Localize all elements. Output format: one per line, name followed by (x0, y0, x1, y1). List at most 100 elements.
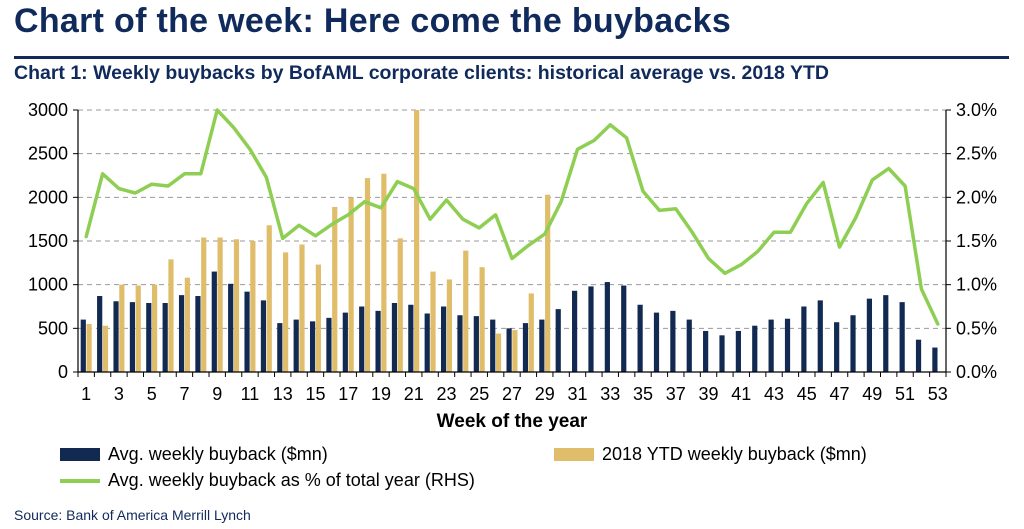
y-tick-label-left: 0 (58, 362, 68, 382)
ytd-bar (184, 277, 190, 372)
legend-item-avg: Avg. weekly buyback ($mn) (60, 444, 328, 465)
avg-bar (97, 296, 103, 372)
chart-title: Chart of the week: Here come the buyback… (14, 2, 732, 40)
y-tick-label-left: 500 (38, 318, 68, 338)
y-tick-label-right: 0.5% (956, 318, 997, 338)
x-tick-label: 3 (114, 384, 124, 404)
avg-bar (572, 290, 578, 372)
ytd-bar (479, 267, 485, 372)
title-rule (14, 56, 1009, 59)
y-tick-label-right: 3.0% (956, 100, 997, 120)
legend-swatch-avg (60, 448, 100, 461)
x-tick-label: 33 (600, 384, 620, 404)
avg-bar (391, 303, 398, 372)
ytd-bar (446, 279, 452, 372)
avg-bar (326, 317, 332, 372)
avg-bar (342, 312, 348, 372)
avg-bar (244, 291, 250, 372)
avg-bar (424, 313, 430, 372)
ytd-bar (528, 293, 534, 372)
x-tick-label: 27 (502, 384, 522, 404)
avg-bar (228, 283, 234, 372)
ytd-bar (266, 225, 272, 372)
avg-bar (670, 310, 676, 372)
x-tick-label: 45 (797, 384, 817, 404)
x-tick-label: 15 (305, 384, 325, 404)
avg-bar (260, 300, 267, 372)
avg-bar (522, 323, 529, 372)
ytd-bar (348, 197, 354, 372)
y-tick-label-left: 1000 (28, 275, 68, 295)
ytd-bar (102, 325, 109, 372)
avg-bar (817, 300, 823, 372)
legend-label-ytd: 2018 YTD weekly buyback ($mn) (602, 444, 867, 464)
x-tick-label: 1 (81, 384, 91, 404)
ytd-bar (250, 241, 256, 372)
legend-item-pct: Avg. weekly buyback as % of total year (… (60, 470, 475, 491)
x-tick-label: 53 (928, 384, 948, 404)
x-tick-label: 29 (535, 384, 555, 404)
y-tick-label-left: 3000 (28, 100, 68, 120)
x-tick-label: 37 (666, 384, 686, 404)
y-tick-label-right: 1.5% (956, 231, 997, 251)
avg-bar (457, 315, 463, 372)
avg-bar (883, 295, 889, 372)
avg-bar (440, 306, 447, 372)
avg-bar (850, 315, 856, 372)
ytd-bars (86, 110, 551, 372)
avg-bar (768, 319, 774, 372)
avg-bar (80, 319, 86, 372)
avg-bar (703, 330, 709, 372)
avg-bars (80, 271, 938, 372)
avg-bar (719, 335, 725, 372)
avg-bar (162, 303, 168, 372)
avg-bar (555, 309, 561, 372)
legend-item-ytd: 2018 YTD weekly buyback ($mn) (554, 444, 867, 465)
x-tick-label: 51 (895, 384, 915, 404)
chart-subtitle: Chart 1: Weekly buybacks by BofAML corpo… (14, 62, 829, 84)
ytd-bar (512, 330, 518, 372)
y-tick-label-left: 2500 (28, 144, 68, 164)
avg-bar (686, 319, 692, 372)
avg-bar (834, 322, 840, 372)
x-tick-label: 13 (273, 384, 293, 404)
avg-bar (408, 304, 414, 372)
avg-bar (309, 321, 316, 372)
avg-bar (506, 328, 512, 372)
x-tick-label: 31 (567, 384, 587, 404)
avg-bar (653, 312, 660, 372)
ytd-bar (135, 285, 141, 372)
y-tick-label-right: 1.0% (956, 275, 997, 295)
avg-bar (621, 285, 627, 372)
x-tick-label: 47 (830, 384, 850, 404)
ytd-bar (397, 238, 403, 372)
ytd-bar (414, 110, 420, 372)
pct-series-line (84, 108, 940, 326)
ytd-bar (495, 333, 502, 372)
avg-bar (195, 296, 201, 372)
avg-bar (539, 319, 545, 372)
y-tick-labels-left: 0 500 1000 1500 2000 2500 3000 (28, 100, 78, 382)
ytd-bar (217, 237, 223, 372)
avg-bar (735, 330, 741, 372)
x-tick-label: 25 (469, 384, 489, 404)
legend-label-avg: Avg. weekly buyback ($mn) (108, 444, 328, 464)
x-tick-label: 43 (764, 384, 784, 404)
y-tick-label-left: 2000 (28, 187, 68, 207)
avg-bar (375, 310, 381, 372)
x-tick-label: 39 (699, 384, 719, 404)
avg-bar (129, 302, 136, 372)
x-tick-label: 19 (371, 384, 391, 404)
ytd-bar (332, 206, 338, 372)
x-tick-label: 11 (241, 384, 260, 404)
avg-bar (801, 306, 807, 372)
ytd-bar (151, 284, 158, 372)
avg-bar (277, 323, 283, 372)
y-tick-label-right: 2.5% (956, 144, 997, 164)
avg-bar (866, 298, 873, 372)
avg-bar (113, 301, 119, 372)
ytd-bar (168, 259, 174, 372)
legend-swatch-ytd (554, 448, 594, 461)
x-axis-label: Week of the year (437, 411, 588, 432)
